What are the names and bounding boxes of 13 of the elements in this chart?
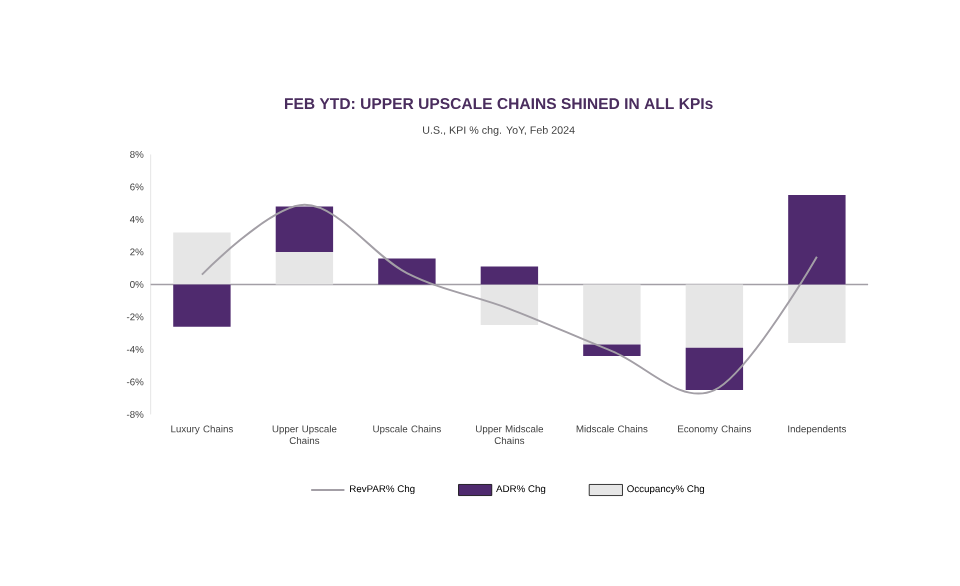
bar [685, 347, 744, 390]
bar [173, 232, 231, 285]
bar [583, 284, 641, 345]
bar [788, 284, 846, 343]
bar [788, 194, 846, 285]
bar [275, 251, 334, 285]
bar [173, 284, 231, 327]
bar [275, 206, 334, 252]
bar [685, 284, 744, 348]
bar [480, 266, 539, 285]
bar [480, 284, 539, 325]
bar [583, 344, 641, 356]
bar [378, 258, 436, 285]
